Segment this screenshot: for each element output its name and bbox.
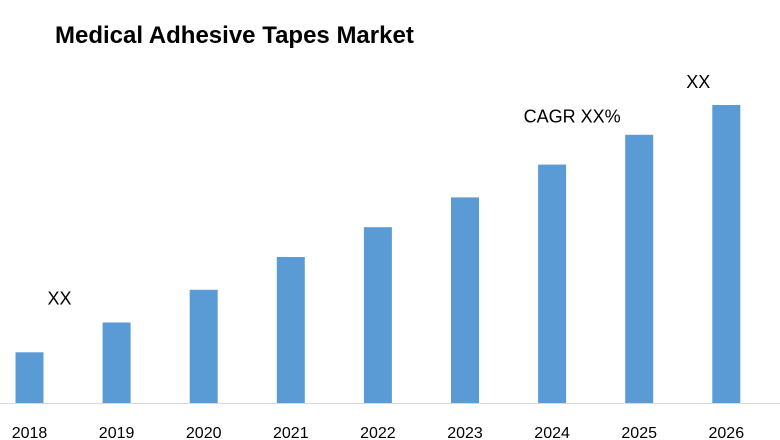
x-tick-label-2024: 2024 [534,425,570,440]
annotation-1: XX [47,288,71,308]
x-tick-label-2025: 2025 [621,425,657,440]
bar-2022 [363,227,392,403]
bar-2021 [276,257,305,403]
x-tick-label-2022: 2022 [360,425,396,440]
bar-2019 [102,322,131,403]
x-tick-label-2020: 2020 [186,425,222,440]
annotation-3: XX [686,72,710,92]
bars-layer [15,105,741,404]
x-tick-label-2019: 2019 [99,425,135,440]
x-tick-label-2026: 2026 [709,425,745,440]
x-tick-label-2018: 2018 [12,425,48,440]
bar-2025 [625,134,654,404]
annotation-2: CAGR XX% [524,107,621,127]
x-tick-labels: 2018 2019 2020 2021 2022 2023 2024 2025 2026 [12,425,744,440]
bar-2020 [189,289,218,403]
annotations-layer: XX CAGR XX% XX [47,72,710,308]
bar-2026 [712,105,741,403]
chart-title: Medical Adhesive Tapes Market [55,22,414,49]
bar-2023 [451,197,479,403]
x-tick-label-2021: 2021 [273,425,309,440]
bar-2018 [15,352,44,403]
x-tick-label-2023: 2023 [447,425,483,440]
bar-2024 [538,164,567,403]
